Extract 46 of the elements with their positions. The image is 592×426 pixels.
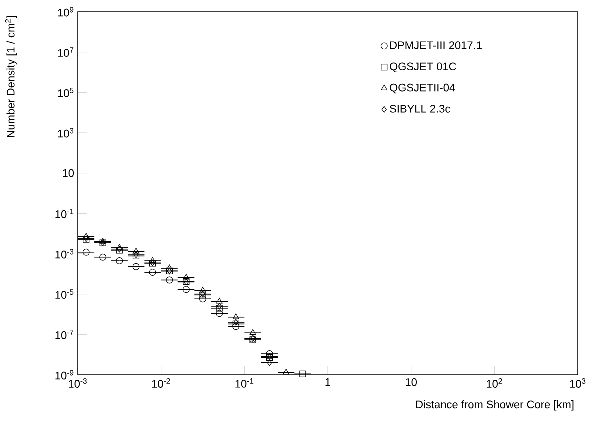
point bbox=[200, 287, 206, 293]
legend-label: DPMJET-III 2017.1 bbox=[390, 42, 482, 50]
point bbox=[150, 257, 156, 263]
point bbox=[232, 314, 240, 320]
point bbox=[166, 264, 173, 271]
y-tick-label: 10 bbox=[63, 169, 74, 178]
y-tick-label: 10$^{-5}$ bbox=[56, 290, 74, 300]
point bbox=[83, 233, 90, 239]
x-tick-label: 10$^{-3}$ bbox=[69, 378, 87, 388]
point bbox=[116, 244, 123, 250]
point bbox=[182, 286, 190, 294]
point bbox=[216, 298, 223, 304]
y-tick-label: 10$^{-9}$ bbox=[56, 370, 74, 380]
y-tick-label: 10$^{3}$ bbox=[58, 128, 74, 138]
point bbox=[300, 370, 306, 378]
y-tick-label: 10$^{9}$ bbox=[58, 7, 74, 17]
y-tick-label: 10$^{-7}$ bbox=[56, 330, 74, 340]
y-tick-label: 10$^{7}$ bbox=[58, 48, 74, 58]
point bbox=[82, 248, 90, 256]
legend-label: QGSJET 01C bbox=[390, 62, 456, 73]
x-tick-label: 10$^{2}$ bbox=[487, 378, 502, 388]
legend-label: SIBYLL 2.3c bbox=[390, 105, 450, 113]
point bbox=[232, 323, 240, 330]
y-tick-label: 10$^{-1}$ bbox=[56, 208, 74, 218]
point bbox=[183, 274, 190, 280]
y-tick-label: 10$^{-3}$ bbox=[56, 249, 74, 259]
point bbox=[283, 369, 290, 375]
x-tick-label: 10 bbox=[406, 378, 418, 386]
point bbox=[166, 276, 174, 284]
point bbox=[132, 263, 140, 270]
point bbox=[199, 296, 206, 303]
x-tick-label: 10$^{3}$ bbox=[570, 378, 586, 388]
x-tick-label: 10$^{-2}$ bbox=[152, 378, 170, 388]
point bbox=[116, 258, 124, 264]
legend-label: QGSJETII-04 bbox=[390, 84, 456, 94]
x-tick-label: 1 bbox=[326, 378, 331, 386]
point bbox=[100, 254, 107, 261]
point bbox=[149, 269, 156, 276]
point bbox=[133, 248, 140, 254]
x-axis-title: Distance from Shower Core [km] bbox=[416, 400, 574, 411]
x-tick-label: 10$^{-1}$ bbox=[236, 378, 254, 388]
point bbox=[216, 310, 224, 318]
point bbox=[100, 238, 106, 244]
y-tick-label: 10$^{5}$ bbox=[58, 88, 74, 98]
point bbox=[250, 329, 256, 336]
y-axis-title: Number Density [1 / cm$^{2}$] bbox=[5, 16, 17, 138]
